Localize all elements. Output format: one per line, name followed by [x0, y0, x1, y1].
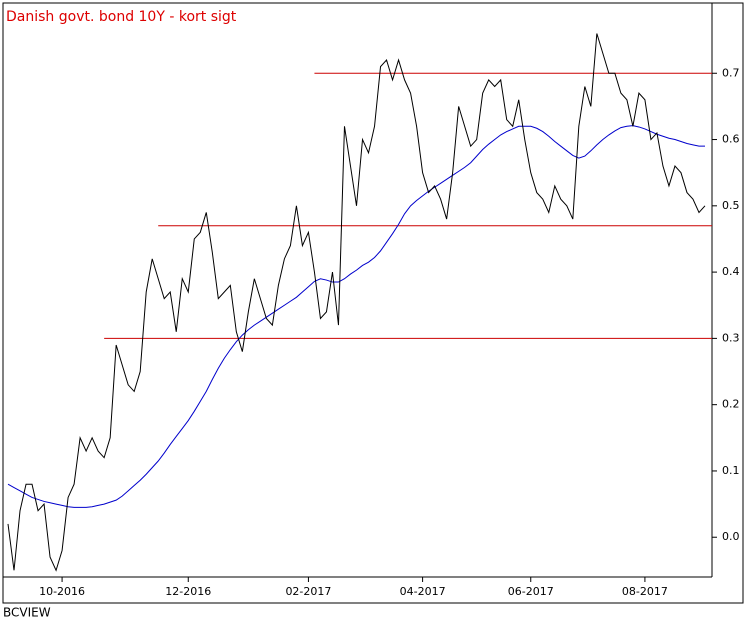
y-tick-label: 0.5 [722, 199, 740, 212]
x-tick-label: 10-2016 [39, 585, 85, 598]
series-line [7, 125, 705, 508]
x-tick-label: 08-2017 [622, 585, 668, 598]
y-tick-label: 0.4 [722, 265, 740, 278]
x-tick-label: 02-2017 [285, 585, 331, 598]
y-tick-label: 0.0 [722, 530, 740, 543]
y-tick-label: 0.1 [722, 464, 740, 477]
x-tick-label: 04-2017 [400, 585, 446, 598]
series-line [7, 33, 706, 572]
y-tick-label: 0.7 [722, 66, 740, 79]
y-tick-label: 0.3 [722, 331, 740, 344]
chart-title: Danish govt. bond 10Y - kort sigt [6, 9, 237, 25]
y-tick-label: 0.2 [722, 398, 740, 411]
frame [2, 2, 744, 604]
x-tick-label: 06-2017 [508, 585, 554, 598]
footer: BCVIEW [3, 606, 51, 620]
y-tick-label: 0.6 [722, 133, 740, 146]
x-tick-label: 12-2016 [165, 585, 211, 598]
